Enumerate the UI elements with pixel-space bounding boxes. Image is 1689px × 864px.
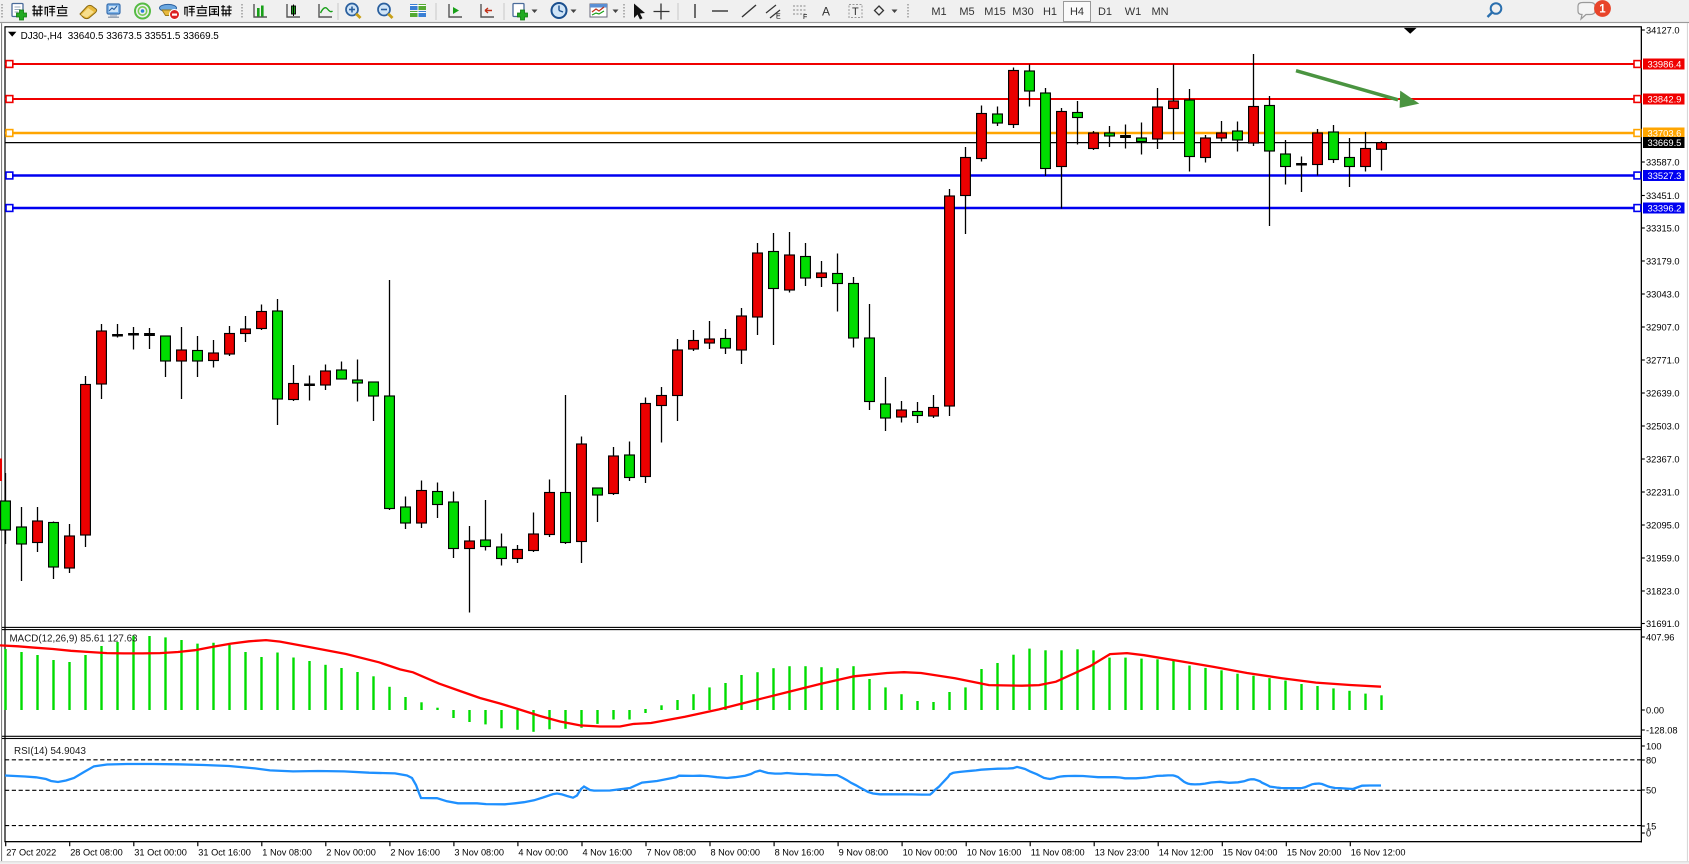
svg-text:33986.4: 33986.4 [1648, 59, 1682, 70]
svg-text:27 Oct 2022: 27 Oct 2022 [6, 847, 56, 857]
svg-text:100: 100 [1646, 742, 1662, 752]
svg-text:9 Nov 08:00: 9 Nov 08:00 [839, 847, 889, 857]
svg-text:4 Nov 00:00: 4 Nov 00:00 [518, 847, 568, 857]
svg-text:16 Nov 12:00: 16 Nov 12:00 [1351, 847, 1406, 857]
svg-text:32095.0: 32095.0 [1646, 521, 1680, 531]
svg-text:32231.0: 32231.0 [1646, 488, 1680, 498]
svg-text:1 Nov 08:00: 1 Nov 08:00 [262, 847, 312, 857]
svg-text:13 Nov 23:00: 13 Nov 23:00 [1095, 847, 1150, 857]
svg-text:11 Nov 08:00: 11 Nov 08:00 [1031, 847, 1085, 857]
svg-text:E: E [776, 14, 781, 21]
svg-text:MACD(12,26,9) 85.61 127.63: MACD(12,26,9) 85.61 127.63 [10, 633, 139, 644]
svg-text:M5: M5 [959, 6, 974, 18]
svg-text:2 Nov 00:00: 2 Nov 00:00 [326, 847, 376, 857]
svg-text:T: T [852, 6, 859, 18]
svg-text:10 Nov 00:00: 10 Nov 00:00 [903, 847, 958, 857]
svg-text:0.00: 0.00 [1646, 706, 1664, 716]
svg-text:33703.6: 33703.6 [1648, 128, 1682, 139]
svg-text:2 Nov 16:00: 2 Nov 16:00 [390, 847, 440, 857]
svg-text:H4: H4 [1070, 6, 1084, 18]
svg-text:407.96: 407.96 [1646, 633, 1674, 643]
svg-text:-128.08: -128.08 [1646, 726, 1678, 736]
svg-text:80: 80 [1646, 756, 1656, 766]
svg-text:8 Nov 16:00: 8 Nov 16:00 [775, 847, 825, 857]
svg-text:32771.0: 32771.0 [1646, 356, 1680, 366]
svg-text:A: A [822, 5, 830, 19]
svg-text:34127.0: 34127.0 [1646, 26, 1680, 36]
svg-text:0: 0 [1646, 829, 1651, 839]
svg-text:31 Oct 16:00: 31 Oct 16:00 [198, 847, 251, 857]
svg-text:15: 15 [1646, 822, 1656, 832]
svg-text:14 Nov 12:00: 14 Nov 12:00 [1159, 847, 1214, 857]
svg-text:F: F [803, 14, 807, 21]
svg-text:8 Nov 00:00: 8 Nov 00:00 [711, 847, 761, 857]
svg-text:50: 50 [1646, 786, 1656, 796]
svg-text:33842.9: 33842.9 [1648, 94, 1682, 105]
svg-text:1: 1 [1599, 4, 1606, 16]
svg-text:4 Nov 16:00: 4 Nov 16:00 [583, 847, 633, 857]
svg-text:33451.0: 33451.0 [1646, 191, 1680, 201]
svg-text:RSI(14) 54.9043: RSI(14) 54.9043 [14, 746, 86, 757]
svg-text:DJ30-,H4 33640.5 33673.5 3355: DJ30-,H4 33640.5 33673.5 33551.5 33669.5 [21, 31, 220, 42]
svg-text:M1: M1 [931, 6, 946, 18]
svg-text:31 Oct 00:00: 31 Oct 00:00 [134, 847, 187, 857]
svg-text:MN: MN [1151, 6, 1168, 18]
svg-text:M30: M30 [1012, 6, 1033, 18]
svg-text:33315.0: 33315.0 [1646, 224, 1680, 234]
svg-text:33669.5: 33669.5 [1648, 137, 1682, 148]
svg-text:32367.0: 32367.0 [1646, 455, 1680, 465]
svg-text:33043.0: 33043.0 [1646, 290, 1680, 300]
svg-text:32503.0: 32503.0 [1646, 422, 1680, 432]
svg-text:15 Nov 20:00: 15 Nov 20:00 [1287, 847, 1342, 857]
svg-text:32907.0: 32907.0 [1646, 323, 1680, 333]
svg-text:33179.0: 33179.0 [1646, 257, 1680, 267]
svg-text:33587.0: 33587.0 [1646, 158, 1680, 168]
svg-text:15 Nov 04:00: 15 Nov 04:00 [1223, 847, 1278, 857]
svg-text:33527.3: 33527.3 [1648, 170, 1682, 181]
svg-text:10 Nov 16:00: 10 Nov 16:00 [967, 847, 1022, 857]
svg-text:31823.0: 31823.0 [1646, 587, 1680, 597]
svg-text:31691.0: 31691.0 [1646, 619, 1680, 629]
svg-text:32639.0: 32639.0 [1646, 389, 1680, 399]
svg-text:D1: D1 [1098, 6, 1112, 18]
svg-text:M15: M15 [984, 6, 1005, 18]
svg-text:7 Nov 08:00: 7 Nov 08:00 [647, 847, 697, 857]
svg-text:28 Oct 08:00: 28 Oct 08:00 [70, 847, 123, 857]
svg-text:31959.0: 31959.0 [1646, 554, 1680, 564]
svg-text:33396.2: 33396.2 [1648, 203, 1682, 214]
svg-text:3 Nov 08:00: 3 Nov 08:00 [454, 847, 504, 857]
svg-text:H1: H1 [1043, 6, 1057, 18]
svg-text:W1: W1 [1125, 6, 1142, 18]
